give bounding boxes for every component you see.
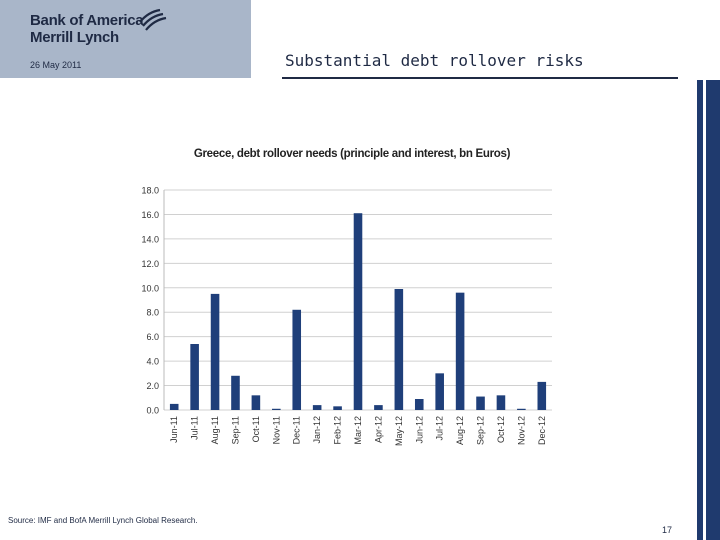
bar [537, 381, 547, 410]
x-tick-label: Sep-11 [230, 416, 240, 444]
x-tick-label: Aug-12 [455, 416, 465, 445]
source-note: Source: IMF and BofA Merrill Lynch Globa… [8, 516, 198, 525]
bar [517, 408, 526, 410]
y-tick-label: 4.0 [146, 357, 159, 367]
x-tick-label: Jan-12 [312, 416, 322, 444]
bar [210, 293, 220, 410]
bar [312, 405, 322, 410]
bar [394, 289, 404, 410]
title-underline [282, 77, 678, 79]
bar [455, 292, 465, 410]
y-tick-label: 8.0 [146, 308, 159, 318]
x-tick-label: May-12 [394, 416, 404, 446]
flag-logo-icon [139, 8, 167, 31]
logo-panel [0, 0, 251, 78]
bar [251, 395, 261, 410]
x-tick-label: Sep-12 [476, 416, 486, 445]
bar [496, 395, 506, 410]
x-tick-label: Oct-12 [496, 416, 506, 443]
bar [374, 405, 383, 410]
bar [231, 375, 240, 410]
x-tick-label: Jun-12 [414, 416, 424, 444]
y-tick-label: 18.0 [141, 186, 159, 196]
bar [353, 213, 363, 410]
y-tick-label: 2.0 [146, 381, 159, 391]
side-accent-stripe [703, 80, 706, 540]
x-tick-label: Nov-12 [516, 416, 526, 445]
brand-name-line1: Bank of America [30, 12, 144, 29]
x-tick-label: Jul-12 [435, 416, 445, 441]
x-tick-label: Jul-11 [190, 416, 200, 440]
y-tick-label: 14.0 [141, 234, 159, 244]
x-tick-label: Nov-11 [271, 416, 281, 444]
x-tick-label: Apr-12 [373, 416, 383, 443]
chart-title: Greece, debt rollover needs (principle a… [194, 148, 511, 160]
brand-name-line2: Merrill Lynch [30, 29, 119, 46]
debt-rollover-chart: Greece, debt rollover needs (principle a… [141, 148, 552, 446]
x-tick-label: Oct-11 [251, 416, 261, 442]
y-tick-label: 12.0 [141, 259, 159, 269]
bar [476, 396, 485, 410]
bar [414, 399, 424, 410]
y-tick-label: 0.0 [146, 406, 159, 416]
x-tick-label: Dec-11 [292, 416, 302, 444]
page-number: 17 [662, 525, 673, 535]
bar [292, 309, 302, 410]
x-tick-label: Aug-11 [210, 416, 220, 444]
y-tick-label: 16.0 [141, 210, 159, 220]
y-tick-label: 10.0 [141, 283, 159, 293]
x-tick-label: Feb-12 [333, 416, 343, 445]
x-tick-label: Mar-12 [353, 416, 363, 445]
bar [272, 408, 281, 410]
x-tick-label: Jun-11 [169, 416, 179, 443]
bar [333, 406, 342, 410]
y-tick-label: 6.0 [146, 332, 159, 342]
page-title: Substantial debt rollover risks [285, 51, 584, 70]
report-date: 26 May 2011 [30, 60, 82, 70]
side-accent-bar [697, 80, 720, 540]
bar [435, 373, 444, 410]
x-tick-label: Dec-12 [537, 416, 547, 445]
bar [169, 403, 179, 410]
bar [190, 344, 199, 410]
